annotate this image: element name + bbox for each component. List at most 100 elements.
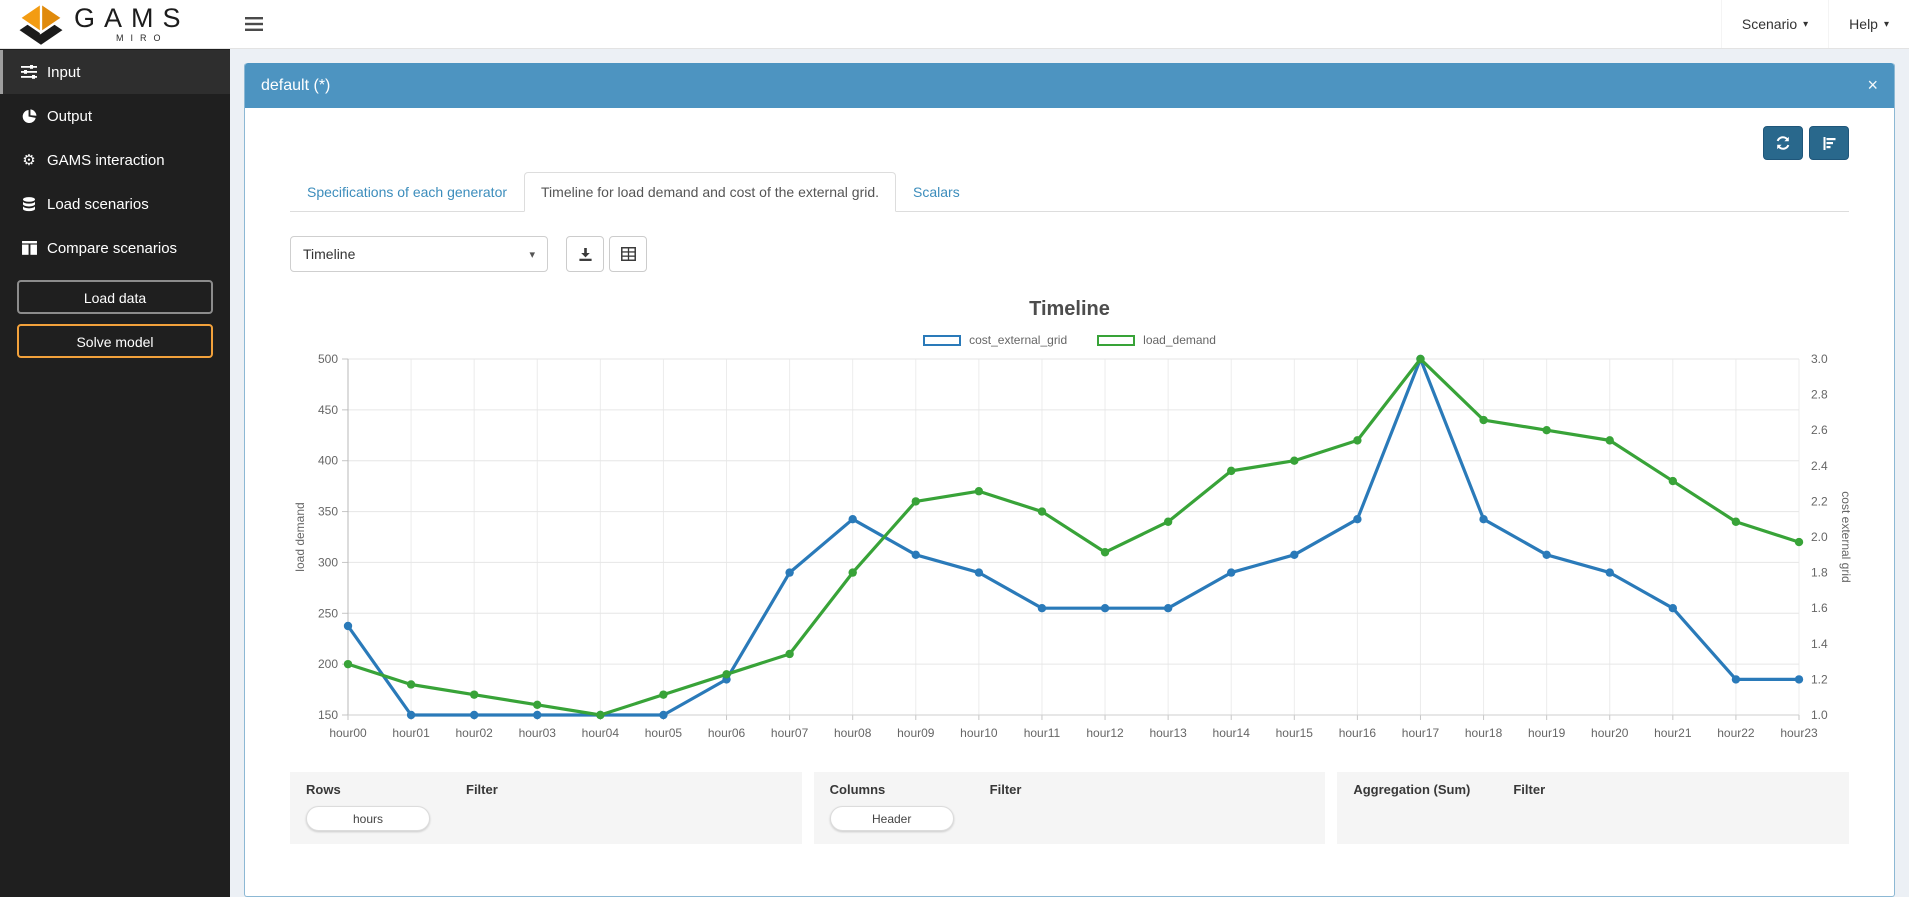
help-menu[interactable]: Help ▾	[1828, 0, 1909, 48]
data-point-cost_external_grid[interactable]	[974, 568, 984, 577]
pivot-aggregation-filter-title: Filter	[1513, 782, 1546, 797]
line-chart-plot-area[interactable]: hour00 hour01 hour02 hour03 hour04 hour05 hour…	[290, 351, 1853, 751]
data-point-cost_external_grid[interactable]	[1668, 604, 1678, 613]
data-point-load_demand[interactable]	[406, 680, 416, 689]
x-tick-label: hour21	[1654, 726, 1692, 740]
y-right-tick-label: 2.0	[1811, 530, 1828, 544]
y-left-tick-label: 350	[318, 505, 338, 519]
tab-specifications[interactable]: Specifications of each generator	[307, 184, 508, 200]
data-point-cost_external_grid[interactable]	[785, 568, 794, 577]
x-tick-label: hour11	[1024, 726, 1061, 740]
data-point-load_demand[interactable]	[533, 700, 542, 710]
legend-label: cost_external_grid	[969, 333, 1068, 347]
scenario-menu-label: Scenario	[1741, 16, 1798, 32]
data-point-load_demand[interactable]	[848, 568, 857, 577]
legend-item-cost-external-grid[interactable]: cost_external_grid	[923, 333, 1067, 347]
data-point-cost_external_grid[interactable]	[1353, 515, 1362, 524]
data-point-cost_external_grid[interactable]	[911, 550, 920, 559]
view-select[interactable]: Timeline ▾	[290, 236, 548, 272]
data-point-load_demand[interactable]	[722, 670, 731, 679]
series-line-cost_external_grid	[346, 357, 1801, 717]
data-point-cost_external_grid[interactable]	[1542, 550, 1551, 559]
hamburger-icon	[245, 17, 263, 31]
data-point-cost_external_grid[interactable]	[1290, 550, 1299, 559]
data-point-cost_external_grid[interactable]	[1227, 568, 1236, 577]
sidebar-item-label: Load scenarios	[47, 195, 149, 213]
data-point-cost_external_grid[interactable]	[533, 710, 542, 720]
data-point-load_demand[interactable]	[1731, 517, 1741, 526]
data-point-cost_external_grid[interactable]	[1163, 604, 1173, 613]
data-point-load_demand[interactable]	[596, 710, 605, 720]
data-point-load_demand[interactable]	[343, 659, 353, 669]
bar-chart-icon	[1823, 136, 1835, 150]
pivot-pill-hours[interactable]: hours	[306, 806, 430, 831]
refresh-button[interactable]	[1763, 126, 1803, 160]
sidebar-item-gams-interaction[interactable]: ⚙ GAMS interaction	[0, 138, 230, 182]
data-point-load_demand[interactable]	[785, 649, 794, 659]
x-tick-label: hour14	[1213, 726, 1251, 740]
legend-item-load-demand[interactable]: load_demand	[1097, 333, 1216, 347]
x-tick-label: hour17	[1402, 726, 1440, 740]
sidebar-item-output[interactable]: Output	[0, 94, 230, 138]
table-view-button[interactable]	[609, 236, 647, 272]
data-point-cost_external_grid[interactable]	[469, 710, 479, 720]
sidebar-item-load-scenarios[interactable]: Load scenarios	[0, 182, 230, 226]
x-tick-label: hour04	[582, 726, 620, 740]
tab-timeline[interactable]: Timeline for load demand and cost of the…	[524, 172, 897, 212]
sidebar-item-input[interactable]: Input	[0, 50, 230, 94]
data-point-cost_external_grid[interactable]	[1100, 604, 1110, 613]
gear-icon: ⚙	[22, 152, 36, 169]
pivot-columns-title: Columns	[829, 782, 886, 797]
data-point-cost_external_grid[interactable]	[406, 710, 416, 720]
solve-model-button[interactable]: Solve model	[17, 324, 213, 358]
data-point-cost_external_grid[interactable]	[1731, 675, 1741, 684]
tab-scalars[interactable]: Scalars	[913, 184, 960, 200]
data-point-cost_external_grid[interactable]	[343, 621, 353, 631]
scenario-card-header: default (*) ×	[245, 63, 1894, 108]
sliders-icon	[18, 65, 40, 79]
brand-miro-text: MIRO	[116, 33, 168, 43]
pivot-pill-header[interactable]: Header	[829, 806, 954, 831]
scenario-card: default (*) ×	[244, 63, 1895, 897]
close-icon[interactable]: ×	[1867, 75, 1878, 95]
y-right-tick-label: 1.6	[1811, 601, 1828, 615]
data-point-load_demand[interactable]	[974, 487, 984, 496]
chart-view-button[interactable]	[1809, 126, 1849, 160]
data-point-cost_external_grid[interactable]	[848, 515, 857, 524]
data-point-cost_external_grid[interactable]	[1605, 568, 1614, 577]
data-point-load_demand[interactable]	[1542, 426, 1551, 435]
y-right-tick-label: 2.4	[1811, 459, 1828, 473]
data-point-load_demand[interactable]	[1100, 548, 1110, 557]
data-point-load_demand[interactable]	[1290, 456, 1299, 465]
scenario-menu[interactable]: Scenario ▾	[1720, 0, 1828, 48]
data-point-cost_external_grid[interactable]	[1479, 515, 1488, 524]
y-right-tick-label: 1.0	[1811, 708, 1828, 722]
legend-marker	[1097, 334, 1136, 346]
data-point-load_demand[interactable]	[1227, 466, 1236, 476]
y-left-tick-label: 500	[318, 352, 338, 366]
data-point-load_demand[interactable]	[1353, 436, 1362, 445]
data-point-load_demand[interactable]	[1605, 436, 1614, 445]
data-point-load_demand[interactable]	[1163, 517, 1173, 526]
data-point-load_demand[interactable]	[1479, 415, 1488, 425]
data-point-cost_external_grid[interactable]	[1794, 675, 1804, 684]
data-point-cost_external_grid[interactable]	[659, 710, 668, 720]
load-data-button[interactable]: Load data	[17, 280, 213, 314]
data-point-load_demand[interactable]	[1416, 354, 1425, 364]
y-right-tick-label: 2.8	[1811, 388, 1828, 402]
chevron-down-icon: ▾	[529, 248, 535, 261]
data-point-load_demand[interactable]	[911, 497, 920, 506]
data-point-load_demand[interactable]	[1794, 537, 1804, 547]
data-point-load_demand[interactable]	[1668, 476, 1678, 486]
database-icon	[18, 196, 40, 212]
data-point-load_demand[interactable]	[469, 690, 479, 699]
data-point-cost_external_grid[interactable]	[1037, 604, 1047, 613]
data-point-load_demand[interactable]	[1037, 507, 1047, 516]
download-button[interactable]	[566, 236, 604, 272]
y-left-tick-label: 200	[318, 657, 338, 671]
x-tick-label: hour10	[960, 726, 998, 740]
sidebar-toggle-button[interactable]	[230, 0, 278, 48]
sidebar-item-compare-scenarios[interactable]: Compare scenarios	[0, 226, 230, 270]
tab-bar: Specifications of each generator Timelin…	[290, 172, 1849, 212]
data-point-load_demand[interactable]	[659, 690, 668, 699]
